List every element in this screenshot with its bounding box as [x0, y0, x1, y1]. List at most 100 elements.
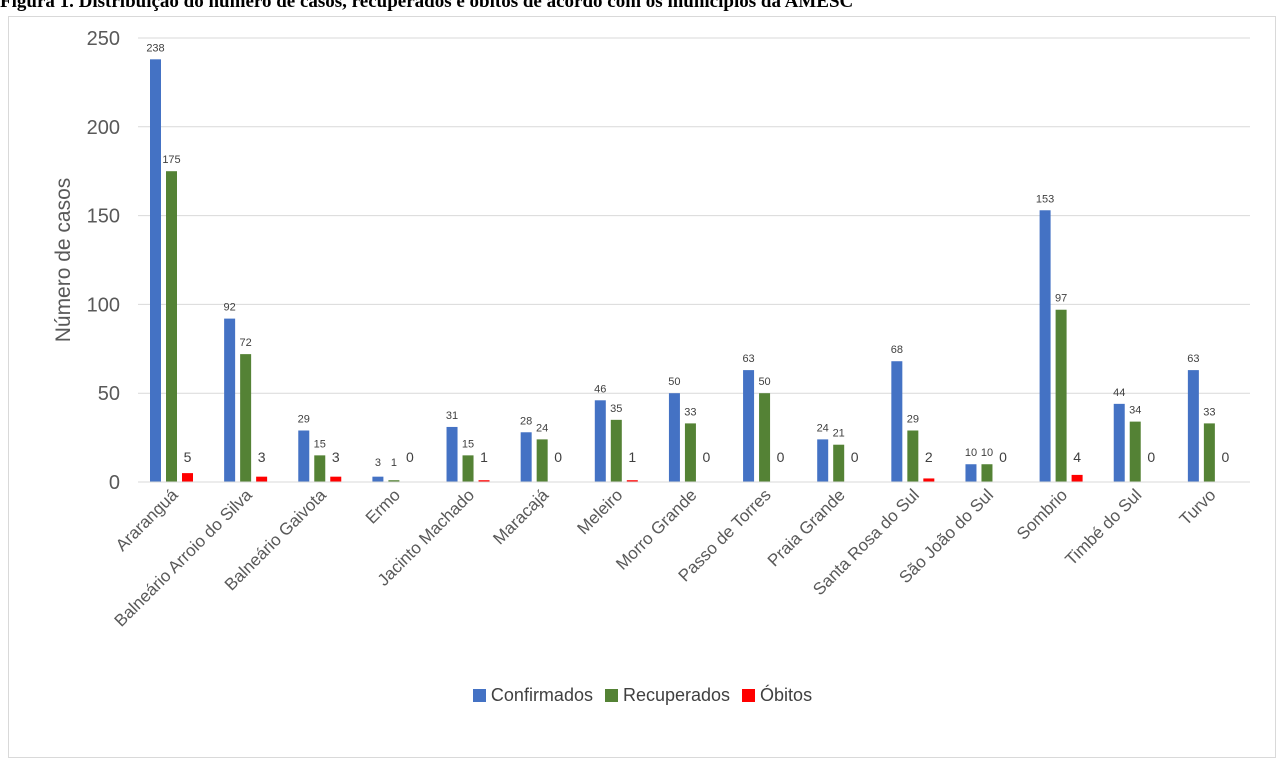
x-tick-label: Maracajá: [489, 485, 552, 548]
data-label: 21: [833, 428, 845, 440]
data-label: 97: [1055, 293, 1067, 305]
legend-label: Recuperados: [622, 685, 731, 705]
data-label: 15: [314, 438, 326, 450]
data-label: 44: [1113, 387, 1125, 399]
data-label: 63: [742, 353, 754, 365]
y-tick-label: 250: [87, 28, 120, 50]
data-label: 0: [703, 449, 711, 465]
y-axis-title: Número de casos: [52, 178, 75, 343]
x-tick-label: Sombrio: [1013, 485, 1071, 543]
y-tick-label: 200: [87, 117, 120, 139]
x-tick-label: Turvo: [1176, 485, 1220, 529]
x-tick-label: Balneário Arroio do Silva: [111, 485, 256, 630]
x-tick-label: Timbé do Sul: [1062, 485, 1146, 569]
data-label: 33: [684, 406, 696, 418]
bar-confirmados: [965, 464, 977, 482]
data-label: 31: [446, 410, 458, 422]
data-label: 0: [999, 449, 1007, 465]
bar-recuperados: [1055, 309, 1067, 482]
x-tick-label: Araranguá: [112, 485, 182, 555]
bar-confirmados: [891, 361, 903, 482]
bar-óbitos: [182, 473, 193, 482]
bar-recuperados: [759, 393, 771, 482]
bar-recuperados: [314, 455, 326, 482]
data-label: 29: [907, 413, 919, 425]
bar-confirmados: [520, 432, 532, 482]
data-label: 2: [925, 449, 933, 465]
legend-swatch: [604, 689, 618, 702]
bar-óbitos: [330, 476, 342, 482]
bar-confirmados: [743, 370, 755, 482]
legend-label: Óbitos: [760, 685, 813, 705]
bar-confirmados: [1187, 370, 1199, 482]
bar-confirmados: [668, 393, 680, 482]
bar-recuperados: [536, 439, 548, 482]
data-label: 3: [332, 449, 340, 465]
data-label: 1: [391, 457, 397, 469]
bar-recuperados: [1203, 423, 1215, 482]
bar-óbitos: [626, 480, 638, 482]
data-label: 0: [851, 449, 859, 465]
bar-recuperados: [388, 480, 400, 482]
bar-confirmados: [817, 439, 829, 482]
bar-recuperados: [907, 430, 919, 482]
figure-title: Figura 1. Distribuição do número de caso…: [0, 0, 854, 12]
data-label: 24: [817, 422, 829, 434]
bar-recuperados: [462, 455, 474, 482]
bar-recuperados: [610, 419, 622, 482]
legend-item: Recuperados: [604, 685, 731, 706]
data-label: 35: [610, 403, 622, 415]
data-label: 63: [1187, 353, 1199, 365]
data-label: 28: [520, 415, 532, 427]
data-label: 175: [162, 154, 180, 166]
data-label: 0: [406, 449, 414, 465]
legend-label: Confirmados: [490, 685, 593, 705]
bar-recuperados: [1129, 421, 1141, 482]
bar-confirmados: [150, 59, 161, 482]
bar-confirmados: [594, 400, 606, 482]
bar-recuperados: [833, 444, 845, 482]
data-label: 72: [240, 337, 252, 349]
legend-item: Confirmados: [472, 685, 593, 706]
data-label: 15: [462, 438, 474, 450]
y-tick-label: 100: [87, 294, 120, 316]
y-tick-label: 50: [98, 383, 120, 405]
data-label: 92: [224, 302, 236, 314]
data-label: 10: [965, 447, 977, 459]
legend-swatch: [742, 689, 756, 702]
bar-confirmados: [298, 430, 310, 482]
bar-confirmados: [446, 426, 458, 482]
bar-óbitos: [923, 478, 935, 482]
data-label: 50: [668, 376, 680, 388]
data-label: 68: [891, 344, 903, 356]
data-label: 153: [1036, 193, 1054, 205]
data-label: 5: [184, 449, 192, 465]
bar-confirmados: [1113, 403, 1125, 482]
legend-swatch: [472, 689, 486, 702]
data-label: 3: [258, 449, 266, 465]
bar-confirmados: [224, 318, 236, 482]
bar-recuperados: [684, 423, 696, 482]
legend-item: Óbitos: [742, 685, 812, 706]
chart-frame: [8, 16, 1276, 758]
x-tick-label: Meleiro: [574, 485, 627, 538]
data-label: 33: [1203, 406, 1215, 418]
data-label: 46: [594, 383, 606, 395]
bar-óbitos: [1071, 474, 1083, 482]
x-tick-label: Ermo: [362, 485, 404, 527]
data-label: 34: [1129, 405, 1141, 417]
data-label: 3: [375, 457, 381, 469]
data-label: 1: [480, 449, 488, 465]
bar-confirmados: [1039, 210, 1051, 482]
data-label: 29: [298, 413, 310, 425]
bar-óbitos: [256, 476, 268, 482]
data-label: 0: [554, 449, 562, 465]
data-label: 24: [536, 422, 548, 434]
data-label: 238: [146, 42, 164, 54]
bar-confirmados: [372, 476, 384, 482]
data-label: 4: [1073, 449, 1081, 465]
bar-recuperados: [166, 171, 177, 482]
data-label: 10: [981, 447, 993, 459]
bar-recuperados: [240, 354, 252, 482]
